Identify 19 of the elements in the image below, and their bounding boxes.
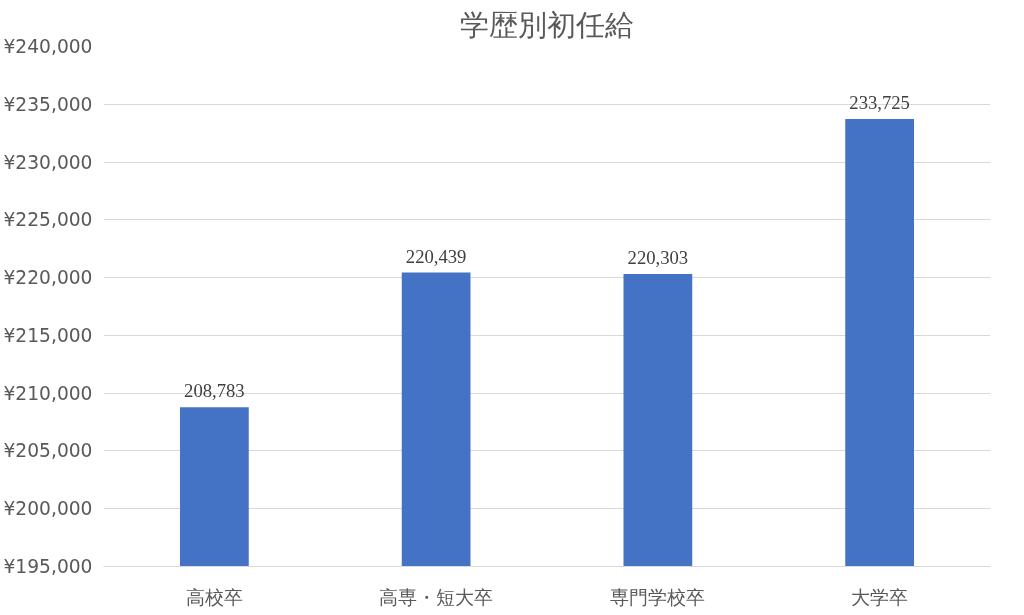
x-tick-label: 高校卒 — [185, 586, 243, 608]
data-label: 208,783 — [184, 380, 245, 402]
y-tick-label: ¥225,000 — [3, 209, 93, 231]
y-tick-label: ¥210,000 — [3, 382, 93, 404]
y-tick-label: ¥205,000 — [3, 440, 93, 462]
y-tick-label: ¥215,000 — [3, 324, 93, 346]
x-tick-label: 専門学校卒 — [610, 586, 706, 608]
data-label: 233,725 — [849, 92, 910, 114]
data-label: 220,303 — [627, 247, 689, 269]
y-tick-label: ¥220,000 — [3, 267, 93, 289]
x-tick-label: 高専・短大卒 — [379, 586, 494, 608]
x-tick-label: 大学卒 — [851, 586, 909, 608]
y-tick-label: ¥230,000 — [3, 151, 93, 173]
y-tick-label: ¥200,000 — [3, 498, 93, 520]
y-tick-label: ¥240,000 — [3, 36, 93, 57]
chart-title: 学歴別初任給 — [460, 7, 634, 42]
y-tick-label: ¥195,000 — [3, 556, 93, 577]
data-label: 220,439 — [405, 245, 467, 267]
y-tick-label: ¥235,000 — [3, 93, 93, 115]
